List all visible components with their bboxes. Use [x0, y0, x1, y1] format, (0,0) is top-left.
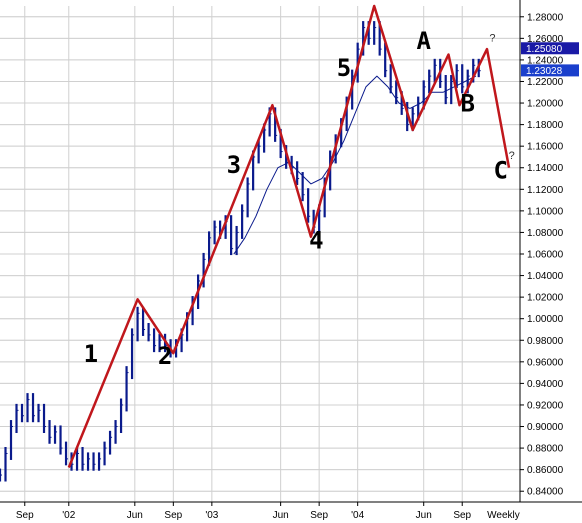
- y-tick-label: 1.18000: [527, 120, 564, 131]
- y-axis-ticks: 0.84000 0.86000 0.88000 0.90000 0.92000 0.940…: [520, 12, 564, 498]
- x-tick-label: Jun: [127, 510, 143, 521]
- wave-label: 2: [158, 342, 172, 370]
- wave-label: B: [460, 90, 474, 118]
- x-tick-label: Sep: [310, 510, 328, 521]
- y-tick-label: 1.04000: [527, 271, 564, 282]
- y-tick-label: 1.20000: [527, 99, 564, 110]
- price-label-box: 1.25080: [521, 42, 579, 55]
- x-tick-label: '02: [62, 510, 75, 521]
- wave-label: 3: [227, 151, 241, 179]
- y-tick-label: 1.00000: [527, 314, 564, 325]
- y-tick-label: 1.10000: [527, 206, 564, 217]
- y-tick-label: 0.84000: [527, 487, 564, 498]
- series-layer: [0, 4, 511, 482]
- elliott-wave-line: [67, 4, 511, 468]
- y-tick-label: 1.24000: [527, 55, 564, 66]
- wave-label: A: [416, 27, 431, 55]
- wave-labels: 1 2 3 4 5 A B C??: [84, 27, 515, 370]
- grid: [0, 6, 520, 502]
- y-tick-label: 0.86000: [527, 465, 564, 476]
- price-label-bg: [521, 42, 579, 55]
- x-tick-label: Jun: [273, 510, 289, 521]
- x-tick-label: Sep: [16, 510, 34, 521]
- question-mark: ?: [489, 33, 495, 45]
- x-tick-label: Weekly: [487, 510, 520, 521]
- y-tick-label: 0.88000: [527, 444, 564, 455]
- y-tick-label: 1.02000: [527, 293, 564, 304]
- y-tick-label: 1.06000: [527, 250, 564, 261]
- wave-label: 1: [84, 340, 98, 368]
- y-tick-label: 0.96000: [527, 357, 564, 368]
- price-labels: 1.25080 1.23028: [521, 42, 579, 77]
- price-label-text: 1.25080: [526, 44, 563, 55]
- y-tick-label: 1.14000: [527, 163, 564, 174]
- price-label-bg: [521, 64, 579, 77]
- wave-label: C: [494, 157, 508, 185]
- question-mark: ?: [509, 150, 515, 162]
- y-tick-label: 0.98000: [527, 336, 564, 347]
- wave-label: 4: [309, 227, 323, 255]
- y-tick-label: 0.94000: [527, 379, 564, 390]
- x-tick-label: '04: [351, 510, 364, 521]
- y-tick-label: 1.26000: [527, 34, 564, 45]
- price-label-box: 1.23028: [521, 64, 579, 77]
- y-tick-label: 1.12000: [527, 185, 564, 196]
- y-tick-label: 0.92000: [527, 400, 564, 411]
- y-tick-label: 0.90000: [527, 422, 564, 433]
- wave-label: 5: [337, 54, 351, 82]
- x-tick-label: Sep: [453, 510, 471, 521]
- y-tick-label: 1.22000: [527, 77, 564, 88]
- moving-average-line: [233, 75, 477, 255]
- y-tick-label: 1.28000: [527, 12, 564, 23]
- x-tick-label: Jun: [416, 510, 432, 521]
- x-tick-label: '03: [205, 510, 218, 521]
- y-tick-label: 1.16000: [527, 142, 564, 153]
- price-label-text: 1.23028: [526, 66, 563, 77]
- x-axis-ticks: Sep '02 Jun Sep '03 Jun Sep '04 Jun Sep Weekly: [16, 502, 520, 521]
- x-tick-label: Sep: [164, 510, 182, 521]
- y-tick-label: 1.08000: [527, 228, 564, 239]
